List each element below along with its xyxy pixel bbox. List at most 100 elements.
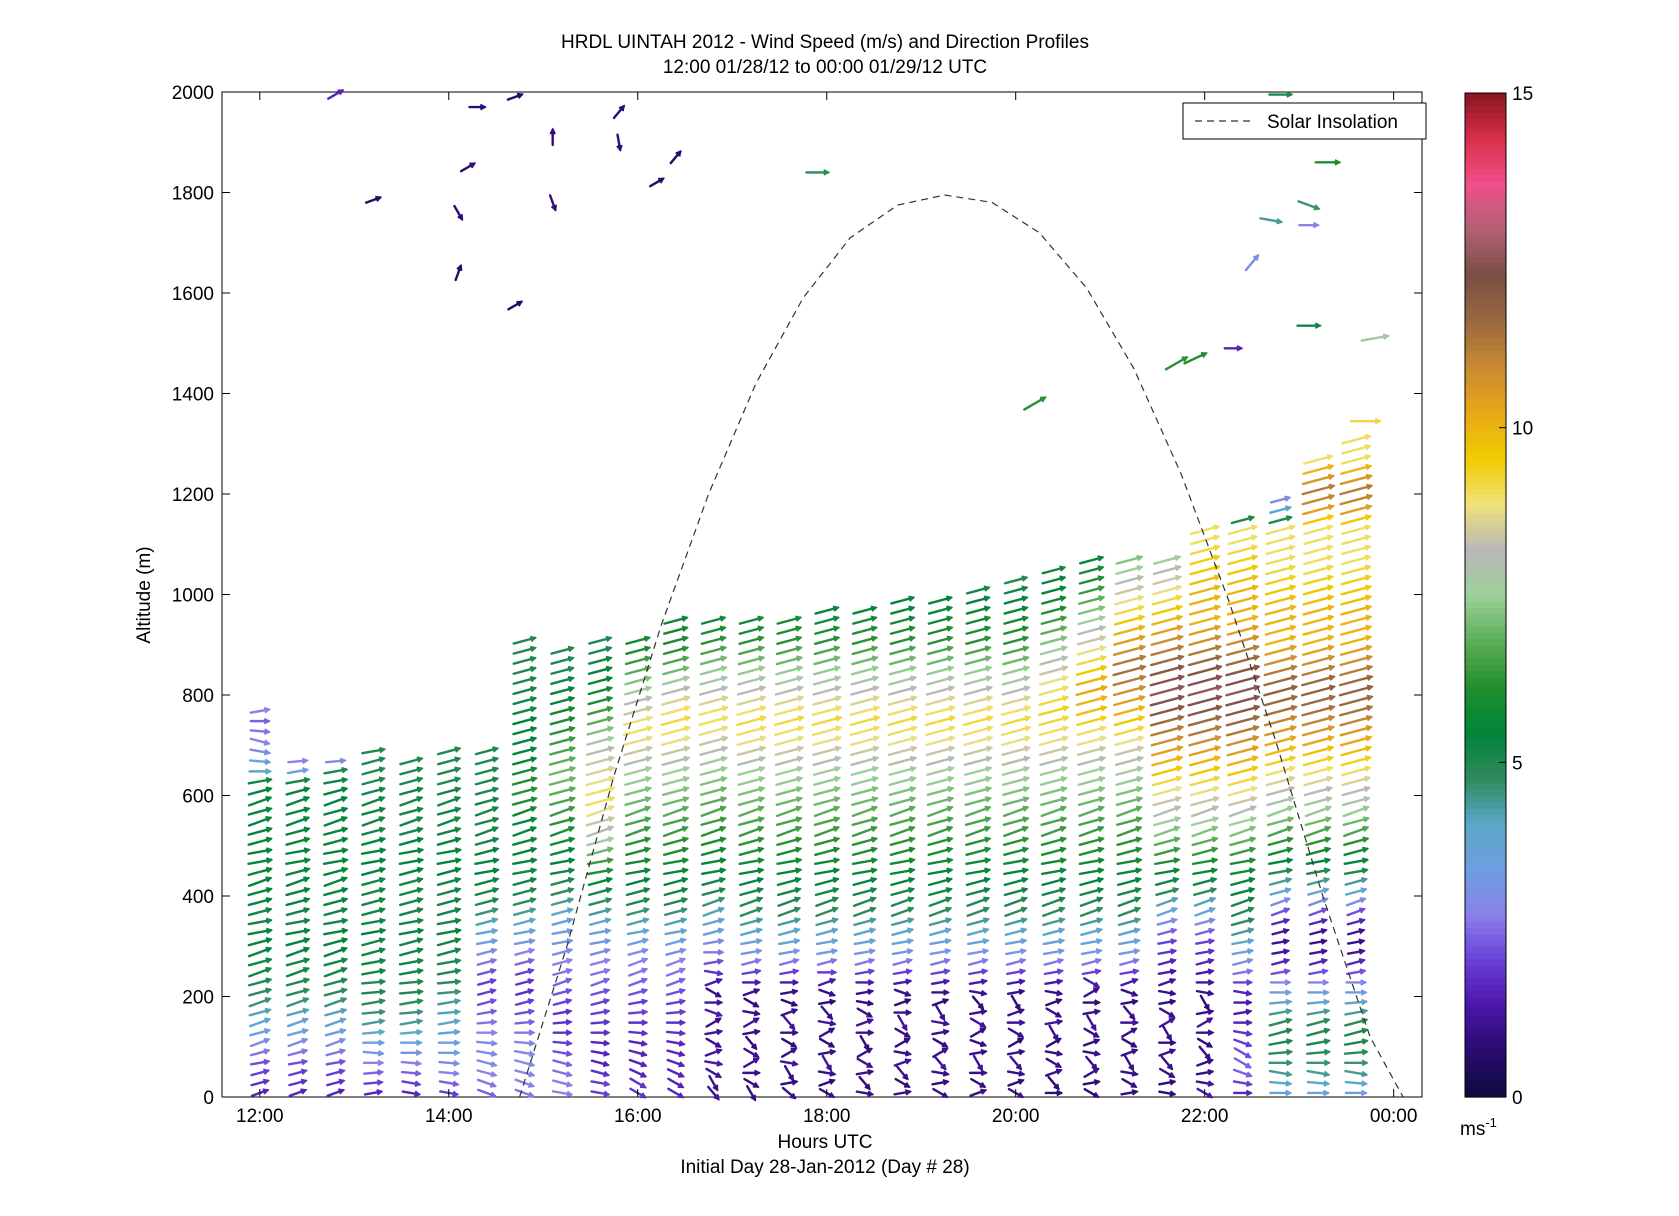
wind-vector-head <box>833 836 841 843</box>
wind-vector-shaft <box>1231 928 1254 937</box>
wind-vector-shaft <box>1075 685 1108 697</box>
wind-vector-head <box>828 990 837 997</box>
wind-vector-head <box>681 846 689 853</box>
wind-vector-shaft <box>776 847 802 857</box>
wind-vector <box>1339 725 1373 737</box>
wind-vector-shaft <box>813 817 840 827</box>
wind-vector-shaft <box>890 897 914 907</box>
wind-vector-head <box>1247 896 1255 903</box>
wind-vector <box>1078 575 1105 585</box>
wind-vector-shaft <box>1040 806 1067 818</box>
wind-vector-shaft <box>288 1079 307 1087</box>
wind-vector-head <box>1061 675 1070 682</box>
wind-vector-shaft <box>1232 1080 1253 1086</box>
wind-vector-head <box>984 635 992 642</box>
wind-vector-head <box>640 1092 647 1099</box>
wind-vector-shaft <box>1002 656 1030 666</box>
wind-vector <box>927 857 954 866</box>
wind-vector-shaft <box>1302 585 1334 596</box>
wind-vector-head <box>1093 1008 1102 1016</box>
wind-vector <box>969 1027 987 1038</box>
wind-vector-shaft <box>1077 797 1105 806</box>
x-tick-label: 00:00 <box>1370 1106 1418 1127</box>
wind-vector-head <box>1327 584 1335 591</box>
wind-vector-shaft <box>665 978 686 987</box>
wind-vector-shaft <box>965 596 991 605</box>
wind-vector <box>738 625 765 635</box>
wind-vector-shaft <box>624 676 652 686</box>
wind-vector-head <box>870 825 878 832</box>
wind-vector-shaft <box>550 686 575 696</box>
wind-vector-shaft <box>1264 645 1297 656</box>
wind-vector-head <box>832 886 840 894</box>
wind-vector-head <box>1290 704 1298 712</box>
wind-vector-shaft <box>1117 887 1142 897</box>
wind-vector-head <box>1132 1019 1140 1026</box>
wind-vector-shaft <box>285 897 310 907</box>
wind-vector-shaft <box>285 867 310 877</box>
wind-vector-head <box>1138 705 1146 712</box>
wind-vector <box>737 655 766 666</box>
colorbar-cell <box>1465 902 1506 910</box>
wind-vector-head <box>793 927 801 934</box>
wind-vector-shaft <box>1187 655 1222 667</box>
wind-vector <box>437 816 462 827</box>
wind-vector-head <box>1100 684 1108 692</box>
wind-vector-head <box>719 836 727 843</box>
wind-vector <box>820 1005 834 1021</box>
wind-vector-shaft <box>927 806 953 818</box>
wind-vector <box>893 1089 913 1096</box>
wind-vector-shaft <box>665 1010 686 1015</box>
wind-vector-head <box>1334 159 1342 166</box>
wind-vector-shaft <box>1303 766 1333 777</box>
wind-vector-head <box>904 1089 913 1096</box>
wind-vector-head <box>416 937 424 944</box>
wind-vector <box>1079 906 1104 917</box>
wind-vector-shaft <box>662 666 689 676</box>
wind-vector <box>817 1070 837 1077</box>
wind-vector-shaft <box>361 748 386 755</box>
wind-vector <box>1231 927 1255 937</box>
wind-vector-head <box>1288 765 1296 772</box>
wind-vector-head <box>1061 765 1069 773</box>
wind-vector-shaft <box>741 969 761 976</box>
wind-vector-shaft <box>1344 1009 1368 1016</box>
wind-vector <box>512 805 538 817</box>
wind-vector <box>890 605 916 615</box>
wind-vector-shaft <box>1228 796 1257 807</box>
wind-vector-shaft <box>436 938 461 947</box>
wind-vector <box>1002 816 1030 827</box>
wind-vector-head <box>869 906 877 913</box>
wind-vector-shaft <box>1158 1080 1176 1086</box>
wind-vector-shaft <box>889 817 916 827</box>
colorbar-cell <box>1465 205 1506 213</box>
wind-vector-head <box>1245 990 1253 997</box>
wind-vector <box>1229 836 1257 847</box>
colorbar-tick-label: 10 <box>1512 419 1533 440</box>
colorbar-cell <box>1465 199 1506 207</box>
wind-vector-shaft <box>474 897 499 907</box>
wind-vector <box>890 595 916 605</box>
wind-vector-head <box>829 977 837 985</box>
wind-vector <box>1227 534 1259 546</box>
wind-vector <box>590 1090 611 1098</box>
wind-vector-shaft <box>585 805 615 818</box>
wind-vector-head <box>303 857 311 864</box>
wind-vector <box>814 615 840 625</box>
wind-vector-head <box>530 695 538 703</box>
colorbar-cell <box>1465 532 1506 540</box>
wind-vector <box>1226 594 1259 606</box>
wind-vector-shaft <box>624 666 651 676</box>
wind-vector-shaft <box>588 636 612 645</box>
wind-vector <box>323 876 348 888</box>
wind-vector-shaft <box>776 858 802 866</box>
wind-vector-head <box>679 957 687 964</box>
wind-vector-head <box>678 967 687 974</box>
wind-vector-shaft <box>1076 716 1107 727</box>
wind-vector-head <box>1059 585 1067 592</box>
wind-vector-head <box>828 1078 836 1085</box>
wind-vector-head <box>1366 714 1374 722</box>
wind-vector <box>285 795 311 807</box>
wind-vector-head <box>908 805 916 812</box>
wind-vector-head <box>1364 584 1373 591</box>
